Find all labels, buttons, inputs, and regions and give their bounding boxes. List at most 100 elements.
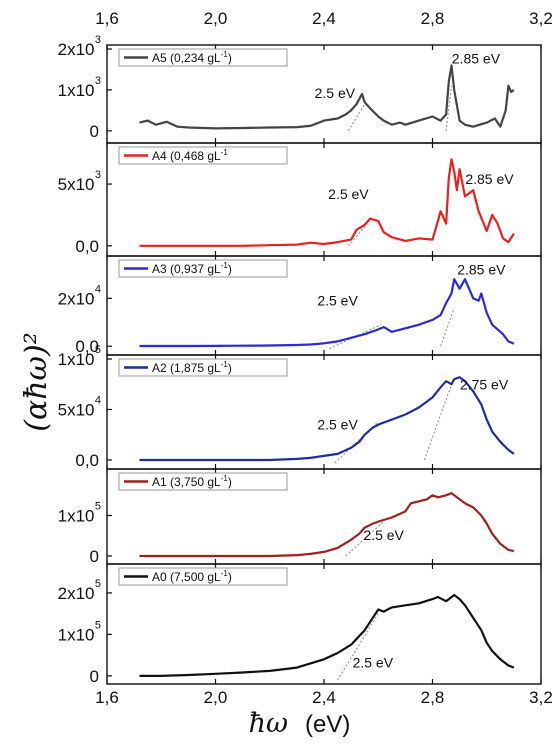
tangent-line [423, 377, 455, 461]
band-gap-annotation: 2.5 eV [353, 655, 394, 671]
band-gap-annotation: 2.85 eV [452, 50, 501, 66]
x-axis-title-symbol: ħω [249, 708, 288, 739]
y-tick-label: 0,0 [75, 451, 99, 470]
y-tick-label-exponent: 5 [95, 500, 101, 512]
y-tick-label: 0 [90, 122, 99, 141]
y-tick-label-exponent: 5 [95, 619, 101, 631]
series-line [139, 64, 515, 130]
legend-label-base: A2 (1,875 gL [152, 361, 221, 375]
y-tick-label-base: 1x10 [58, 625, 95, 644]
y-tick-label-base: 0 [90, 122, 99, 141]
x-tick-label-bottom: 2,4 [312, 688, 336, 707]
tangent-line [345, 521, 385, 557]
legend-label-exponent: -1 [221, 50, 229, 59]
y-tick-label: 0,0 [75, 237, 99, 256]
y-tick-label-base: 5x10 [58, 400, 95, 419]
band-gap-annotation: 2.5 eV [317, 293, 358, 309]
band-gap-annotation: 2.85 eV [465, 171, 514, 187]
legend-label-exponent: -1 [221, 148, 229, 157]
legend-label-tail: ) [228, 475, 232, 489]
band-gap-annotation: 2.75 eV [460, 376, 509, 392]
band-gap-annotation: 2.5 eV [363, 527, 404, 543]
legend-label-base: A3 (0,937 gL [152, 262, 221, 276]
legend-label: A2 (1,875 gL-1) [152, 360, 232, 375]
legend-box [118, 567, 288, 586]
y-tick-label-exponent: 5 [95, 578, 101, 590]
x-axis-title: ħω (eV) [249, 708, 351, 739]
legend-label-base: A4 (0,468 gL [152, 149, 221, 163]
legend-label-tail: ) [228, 361, 232, 375]
legend-label-exponent: -1 [221, 569, 229, 578]
legend-box [118, 48, 288, 67]
x-tick-label-top: 2,0 [204, 9, 228, 28]
legend-label-tail: ) [228, 51, 232, 65]
y-tick-label-base: 1x10 [58, 506, 95, 525]
legend-label-tail: ) [228, 262, 232, 276]
legend-label-exponent: -1 [221, 360, 229, 369]
y-tick-label-base: 0,0 [75, 237, 99, 256]
x-tick-label-bottom: 1,6 [95, 688, 119, 707]
legend: A0 (7,500 gL-1) [118, 567, 288, 586]
x-tick-label-top: 2,4 [312, 9, 336, 28]
legend-box [118, 146, 288, 165]
y-tick-label-exponent: 4 [95, 394, 101, 406]
band-gap-annotation: 2.5 eV [315, 85, 356, 101]
shared-x-ticks-layer: 1,6 1,6 2,0 2,0 2,4 2,4 2,8 2,8 3,2 3,2 [95, 9, 553, 707]
y-tick-label: 0 [90, 547, 99, 566]
y-tick-label-exponent: 5 [95, 344, 101, 356]
x-tick-label-top: 3,2 [529, 9, 553, 28]
legend-box [118, 259, 288, 278]
series-line [139, 278, 515, 348]
legend: A1 (3,750 gL-1) [118, 472, 288, 491]
x-tick-label-top: 1,6 [95, 9, 119, 28]
y-tick-label-exponent: 3 [95, 34, 101, 46]
y-tick-label-base: 0 [90, 667, 99, 686]
legend-label-exponent: -1 [221, 474, 229, 483]
y-tick-label-exponent: 4 [95, 283, 101, 295]
legend-label-base: A0 (7,500 gL [152, 570, 221, 584]
y-tick-label: 0,0 [75, 337, 99, 356]
legend-box [118, 358, 288, 377]
y-axis-title: (αħω)² [19, 332, 54, 431]
y-tick-label-exponent: 3 [95, 169, 101, 181]
y-tick-label-base: 1x10 [58, 350, 95, 369]
series-line [139, 158, 515, 247]
tangent-line [347, 103, 366, 132]
band-gap-annotation: 2.85 eV [457, 261, 506, 277]
tangent-line [440, 307, 455, 347]
y-tick-label: 0 [90, 667, 99, 686]
legend-label-base: A1 (3,750 gL [152, 475, 221, 489]
band-gap-annotation: 2.5 eV [328, 186, 369, 202]
y-tick-label-base: 0 [90, 547, 99, 566]
legend-label: A5 (0,234 gL-1) [152, 50, 232, 65]
y-tick-label-base: 2x10 [58, 289, 95, 308]
series-line [139, 376, 515, 462]
legend-label-base: A5 (0,234 gL [152, 51, 221, 65]
legend: A4 (0,468 gL-1 [118, 146, 288, 165]
legend: A3 (0,937 gL-1) [118, 259, 288, 278]
tangent-line [337, 613, 379, 681]
y-tick-label-base: 0,0 [75, 451, 99, 470]
y-tick-label-base: 2x10 [58, 584, 95, 603]
legend: A5 (0,234 gL-1) [118, 48, 288, 67]
y-tick-label-base: 1x10 [58, 81, 95, 100]
legend-label: A3 (0,937 gL-1) [152, 261, 232, 276]
tangent-line [445, 85, 452, 131]
